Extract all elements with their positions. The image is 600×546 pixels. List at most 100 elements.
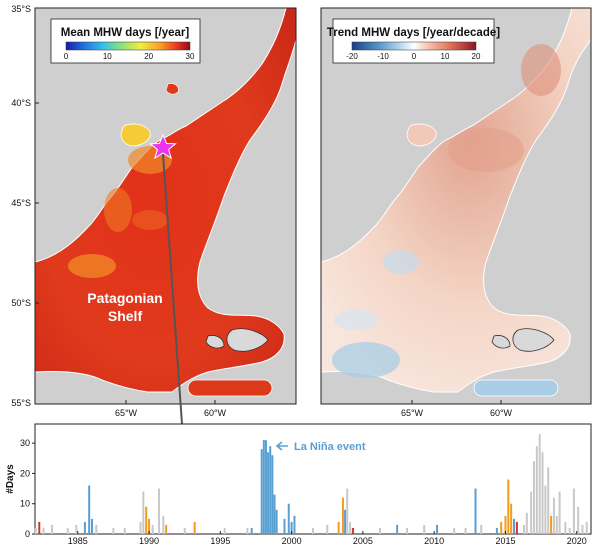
lat-ticks <box>35 102 39 304</box>
bar <box>379 527 382 534</box>
trend-cb-tick: 0 <box>412 52 417 61</box>
bar <box>577 506 580 534</box>
x-tick-label: 2015 <box>495 536 515 546</box>
bar <box>38 521 41 534</box>
cool-patch <box>383 250 419 274</box>
bar <box>193 521 196 534</box>
shelf-label-line2: Shelf <box>108 308 143 324</box>
bar <box>572 488 575 534</box>
x-tick-label: 2005 <box>353 536 373 546</box>
mean-colorbar-box <box>50 18 201 64</box>
lon-tick: 65°W <box>115 408 138 418</box>
mhw-timeseries-chart: 0 10 20 30 1985 1990 1995 2000 2005 2010 2015 2020… <box>5 423 592 546</box>
bar <box>271 455 274 534</box>
bank-patch <box>473 379 559 397</box>
bar <box>396 524 399 534</box>
cool-patch <box>334 310 378 330</box>
bar <box>500 521 503 534</box>
bar <box>51 524 54 534</box>
bar <box>406 527 409 534</box>
falkland-islands <box>226 328 269 352</box>
bar <box>139 521 142 534</box>
bar <box>223 527 226 534</box>
bar <box>495 527 498 534</box>
bar <box>112 527 115 534</box>
lat-tick: 45°S <box>11 198 31 208</box>
lon-axis: 65°W 60°W <box>115 408 227 418</box>
y-tick-label: 30 <box>20 438 30 448</box>
bar <box>453 527 456 534</box>
lon-tick: 60°W <box>490 408 513 418</box>
annotation-arrow-icon <box>275 441 288 451</box>
y-tick-label: 20 <box>20 468 30 478</box>
mean-colorbar-ticks: 0 10 20 30 <box>64 52 195 61</box>
bar <box>341 497 344 534</box>
bar <box>423 524 426 534</box>
bar <box>346 488 349 534</box>
bar <box>513 518 516 534</box>
bar <box>544 485 547 534</box>
mean-cb-tick: 20 <box>144 52 153 61</box>
trend-map-frame <box>320 7 592 405</box>
mean-map: Mean MHW days [/year] 0 10 20 30 35°S 40… <box>11 4 297 418</box>
bar <box>145 506 148 534</box>
bar <box>552 497 555 534</box>
x-tick-label: 1990 <box>139 536 159 546</box>
bar <box>262 440 265 534</box>
y-axis: 0 10 20 30 <box>20 438 35 539</box>
mean-map-title: Mean MHW days [/year] <box>61 27 190 39</box>
bar <box>349 521 352 534</box>
bar <box>530 491 533 534</box>
gulf <box>120 123 151 147</box>
gulf <box>406 123 437 147</box>
lat-tick: 50°S <box>11 298 31 308</box>
island <box>491 335 511 349</box>
trend-colorbar <box>351 41 477 51</box>
shelf-area <box>321 8 591 393</box>
shelf-label-line1: Patagonian <box>87 290 162 306</box>
bar <box>326 524 329 534</box>
cool-patch <box>332 342 400 378</box>
bar <box>525 512 528 534</box>
x-tick-label: 2000 <box>282 536 302 546</box>
trend-map: Trend MHW days [/year/decade] -20 -10 0 … <box>320 7 592 418</box>
bar <box>585 521 588 534</box>
lat-tick: 40°S <box>11 98 31 108</box>
bar <box>507 479 510 534</box>
bar <box>42 527 45 534</box>
x-axis: 1985 1990 1995 2000 2005 2010 2015 2020 <box>68 531 587 546</box>
bar <box>250 527 253 534</box>
bar <box>290 521 293 534</box>
bar <box>515 521 518 534</box>
lon-axis: 65°W 60°W <box>401 408 513 418</box>
bank-patch <box>187 379 273 397</box>
bar <box>312 527 314 534</box>
warm-patch <box>68 254 116 278</box>
bar <box>83 521 86 534</box>
y-axis-label: #Days <box>5 464 16 494</box>
trend-cb-tick: -20 <box>346 52 358 61</box>
bar <box>532 461 535 534</box>
annotation-text: La Niña event <box>294 441 366 453</box>
falkland-islands <box>512 328 555 352</box>
bar <box>88 485 91 534</box>
mean-map-frame <box>34 7 297 405</box>
bar <box>264 440 267 534</box>
bar <box>464 527 467 534</box>
gulf-north <box>165 83 179 95</box>
bar <box>267 452 270 534</box>
bar <box>34 527 37 534</box>
bar <box>541 452 544 534</box>
warm-patch <box>448 128 524 172</box>
bar <box>293 515 296 534</box>
bar <box>269 446 272 534</box>
mean-colorbar <box>65 41 191 51</box>
bars-group <box>34 434 588 534</box>
x-tick-label: 1995 <box>210 536 230 546</box>
bar <box>148 518 151 534</box>
bar <box>95 524 98 534</box>
bar <box>275 509 278 534</box>
bar <box>158 488 161 534</box>
mean-cb-tick: 0 <box>64 52 69 61</box>
bar <box>510 503 513 534</box>
